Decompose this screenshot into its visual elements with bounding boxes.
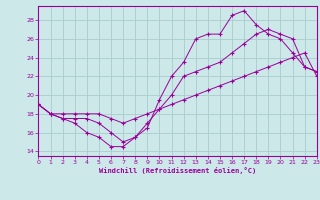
X-axis label: Windchill (Refroidissement éolien,°C): Windchill (Refroidissement éolien,°C)	[99, 167, 256, 174]
